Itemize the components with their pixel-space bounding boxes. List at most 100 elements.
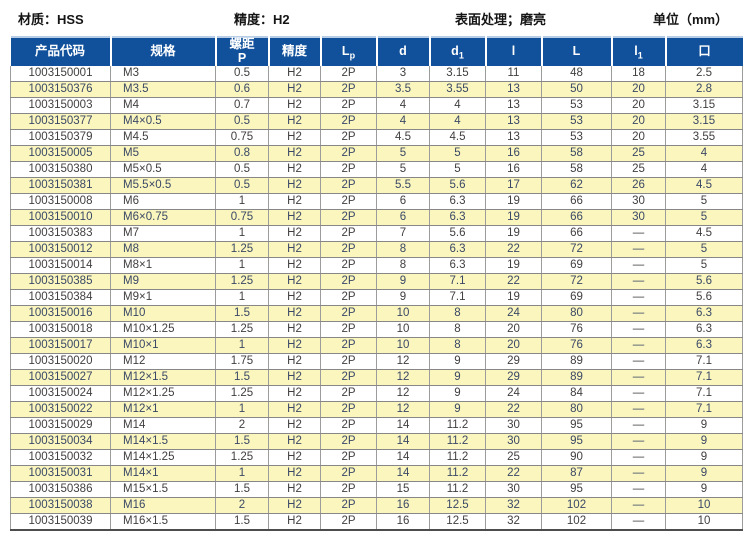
cell-l1: —: [611, 353, 666, 370]
cell-l: 13: [485, 81, 542, 98]
cell-spec: M7: [110, 225, 216, 242]
cell-d: 4: [376, 97, 430, 114]
cell-l: 13: [485, 129, 542, 146]
cell-l1: —: [611, 433, 666, 450]
cell-square: 9: [665, 417, 743, 434]
cell-d: 14: [376, 433, 430, 450]
cell-l1: —: [611, 369, 666, 386]
cell-precision: H2: [268, 497, 321, 514]
cell-d1: 6.3: [429, 241, 486, 258]
cell-l-cap: 72: [541, 241, 612, 258]
cell-product-code: 1003150010: [10, 209, 111, 226]
cell-precision: H2: [268, 321, 321, 338]
cell-lp: 2P: [320, 209, 377, 226]
cell-l1: —: [611, 337, 666, 354]
cell-l: 19: [485, 209, 542, 226]
cell-d: 4.5: [376, 129, 430, 146]
cell-precision: H2: [268, 369, 321, 386]
cell-d1: 8: [429, 321, 486, 338]
cell-square: 3.15: [665, 113, 743, 130]
cell-spec: M6: [110, 193, 216, 210]
cell-pitch: 1: [215, 193, 269, 210]
cell-square: 3.15: [665, 97, 743, 114]
table-row: 1003150005 M5 0.8 H2 2P 5 5 16 58 25 4: [10, 145, 743, 162]
cell-l: 29: [485, 353, 542, 370]
cell-l: 30: [485, 481, 542, 498]
cell-square: 4.5: [665, 225, 743, 242]
cell-l: 22: [485, 401, 542, 418]
cell-product-code: 1003150018: [10, 321, 111, 338]
cell-d1: 4: [429, 113, 486, 130]
cell-l: 22: [485, 241, 542, 258]
cell-d: 10: [376, 337, 430, 354]
table-row: 1003150027 M12×1.5 1.5 H2 2P 12 9 29 89—7.1: [10, 369, 743, 386]
cell-l1: —: [611, 225, 666, 242]
cell-lp: 2P: [320, 225, 377, 242]
cell-lp: 2P: [320, 97, 377, 114]
cell-l-cap: 76: [541, 337, 612, 354]
cell-spec: M4×0.5: [110, 113, 216, 130]
table-row: 1003150377 M4×0.5 0.5 H2 2P 4 4 13 53 20 3.15: [10, 113, 743, 130]
cell-lp: 2P: [320, 129, 377, 146]
cell-l-cap: 66: [541, 225, 612, 242]
cell-pitch: 0.7: [215, 97, 269, 114]
cell-lp: 2P: [320, 161, 377, 178]
cell-d1: 6.3: [429, 257, 486, 274]
table-row: 1003150010 M6×0.75 0.75 H2 2P 6 6.3 19 66 30 5: [10, 209, 743, 226]
cell-lp: 2P: [320, 353, 377, 370]
cell-l-cap: 53: [541, 129, 612, 146]
cell-l1: —: [611, 305, 666, 322]
cell-square: 4: [665, 145, 743, 162]
cell-l1: 30: [611, 209, 666, 226]
cell-product-code: 1003150383: [10, 225, 111, 242]
cell-l: 20: [485, 321, 542, 338]
cell-l: 24: [485, 305, 542, 322]
cell-l-cap: 58: [541, 145, 612, 162]
cell-l-cap: 87: [541, 465, 612, 482]
cell-lp: 2P: [320, 289, 377, 306]
cell-precision: H2: [268, 401, 321, 418]
cell-l: 19: [485, 193, 542, 210]
table-row: 1003150020 M12 1.75 H2 2P 12 9 29 89—7.1: [10, 353, 743, 370]
cell-d: 8: [376, 257, 430, 274]
cell-d: 16: [376, 497, 430, 514]
cell-l-cap: 84: [541, 385, 612, 402]
cell-l-cap: 76: [541, 321, 612, 338]
cell-precision: H2: [268, 449, 321, 466]
table-row: 1003150008 M6 1 H2 2P 6 6.3 19 66 30 5: [10, 193, 743, 210]
cell-precision: H2: [268, 257, 321, 274]
cell-d1: 4.5: [429, 129, 486, 146]
cell-lp: 2P: [320, 257, 377, 274]
cell-lp: 2P: [320, 417, 377, 434]
cell-d1: 6.3: [429, 193, 486, 210]
cell-d1: 11.2: [429, 417, 486, 434]
cell-product-code: 1003150381: [10, 177, 111, 194]
cell-d1: 3.15: [429, 66, 486, 82]
cell-spec: M16×1.5: [110, 513, 216, 531]
cell-d: 3.5: [376, 81, 430, 98]
cell-l: 20: [485, 337, 542, 354]
cell-lp: 2P: [320, 81, 377, 98]
cell-square: 5: [665, 241, 743, 258]
table-row: 1003150383 M7 1 H2 2P 7 5.6 19 66—4.5: [10, 225, 743, 242]
column-header-lp: Lp: [320, 36, 378, 66]
cell-product-code: 1003150039: [10, 513, 111, 531]
cell-square: 5: [665, 257, 743, 274]
cell-lp: 2P: [320, 385, 377, 402]
cell-precision: H2: [268, 305, 321, 322]
cell-l-cap: 90: [541, 449, 612, 466]
cell-pitch: 0.75: [215, 129, 269, 146]
cell-l: 16: [485, 145, 542, 162]
cell-l: 25: [485, 449, 542, 466]
cell-spec: M12×1: [110, 401, 216, 418]
column-header-l-cap: L: [541, 36, 613, 66]
cell-spec: M3: [110, 66, 216, 82]
cell-precision: H2: [268, 385, 321, 402]
cell-l1: —: [611, 385, 666, 402]
cell-d: 5: [376, 161, 430, 178]
cell-pitch: 2: [215, 417, 269, 434]
cell-product-code: 1003150027: [10, 369, 111, 386]
cell-l: 22: [485, 465, 542, 482]
cell-square: 5: [665, 193, 743, 210]
cell-l1: —: [611, 273, 666, 290]
